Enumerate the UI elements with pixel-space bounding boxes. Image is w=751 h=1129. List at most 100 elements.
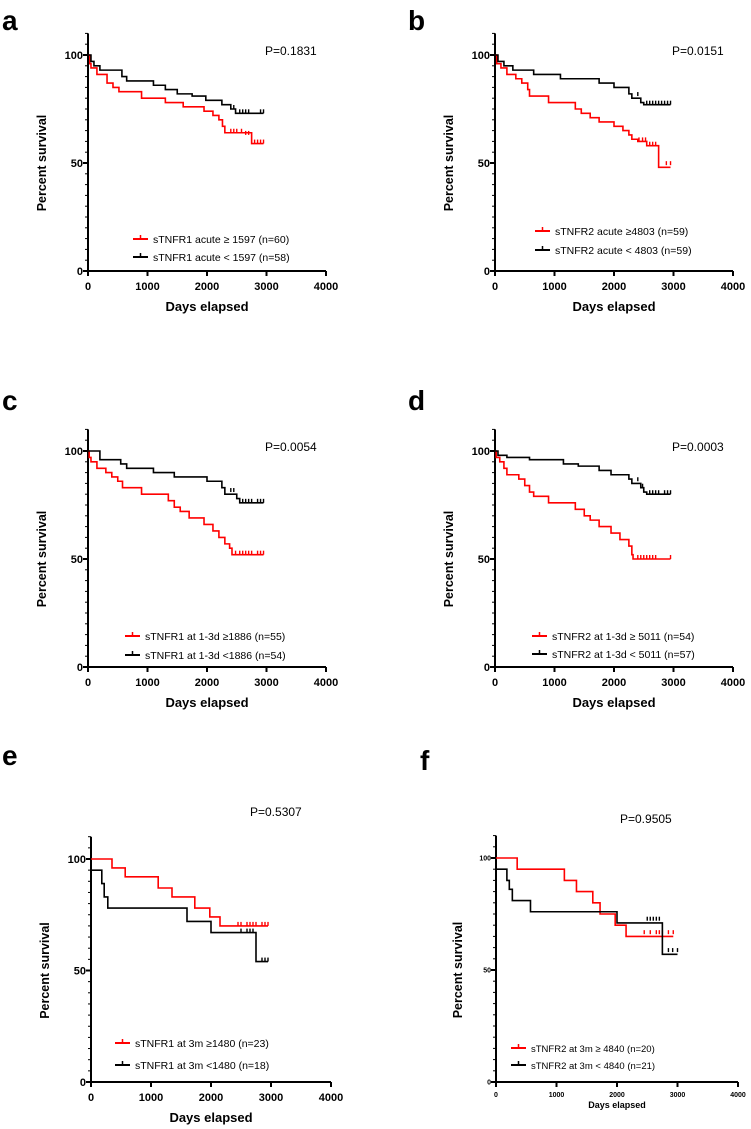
x-tick-label: 0	[85, 281, 91, 293]
x-tick-label: 2000	[609, 1092, 625, 1099]
survival-curve-high	[91, 858, 268, 927]
y-tick-label: 50	[71, 554, 83, 566]
x-tick-label: 4000	[314, 281, 338, 293]
x-tick-label: 1000	[549, 1092, 565, 1099]
x-axis-label: Days elapsed	[572, 299, 655, 314]
x-tick-label: 2000	[602, 677, 626, 689]
y-tick-label: 0	[487, 1080, 491, 1087]
x-tick-label: 1000	[135, 677, 159, 689]
panel-letter: c	[2, 385, 18, 416]
y-axis-label: Percent survival	[38, 922, 52, 1019]
x-tick-label: 4000	[730, 1092, 746, 1099]
legend-label: sTNFR2 at 3m ≥ 4840 (n=20)	[531, 1044, 655, 1055]
x-tick-label: 1000	[542, 677, 566, 689]
y-tick-label: 100	[68, 854, 86, 866]
survival-curve-low	[88, 450, 264, 504]
y-tick-label: 50	[74, 965, 86, 977]
y-tick-label: 100	[472, 446, 490, 458]
legend-label: sTNFR2 at 1-3d < 5011 (n=57)	[552, 649, 695, 661]
x-axis-label: Days elapsed	[165, 695, 248, 710]
x-tick-label: 3000	[670, 1092, 686, 1099]
x-tick-label: 2000	[195, 281, 219, 293]
x-tick-label: 2000	[195, 677, 219, 689]
legend-label: sTNFR2 acute ≥4803 (n=59)	[555, 226, 688, 238]
x-tick-label: 0	[88, 1092, 94, 1104]
y-tick-label: 50	[478, 158, 490, 170]
y-axis-label: Percent survival	[442, 115, 456, 212]
y-tick-label: 100	[65, 446, 83, 458]
x-tick-label: 1000	[135, 281, 159, 293]
survival-curve-low	[91, 869, 268, 963]
panel-letter: a	[2, 5, 18, 36]
x-tick-label: 4000	[314, 677, 338, 689]
survival-curve-high	[496, 857, 674, 938]
p-value: P=0.5307	[250, 805, 302, 819]
survival-curve-high	[88, 450, 264, 556]
p-value: P=0.0003	[672, 440, 724, 454]
x-tick-label: 3000	[259, 1092, 283, 1104]
legend-label: sTNFR2 acute < 4803 (n=59)	[555, 245, 692, 257]
y-tick-label: 50	[483, 968, 491, 975]
x-tick-label: 0	[494, 1092, 498, 1099]
x-axis-label: Days elapsed	[588, 1100, 646, 1110]
panel-letter: e	[2, 740, 18, 771]
x-tick-label: 2000	[602, 281, 626, 293]
x-tick-label: 3000	[661, 281, 685, 293]
x-tick-label: 1000	[542, 281, 566, 293]
p-value: P=0.1831	[265, 44, 317, 58]
y-axis-label: Percent survival	[35, 115, 49, 212]
x-tick-label: 3000	[254, 281, 278, 293]
x-tick-label: 4000	[319, 1092, 343, 1104]
p-value: P=0.9505	[620, 812, 672, 826]
survival-curve-low	[88, 54, 264, 115]
x-tick-label: 4000	[721, 677, 745, 689]
legend-label: sTNFR1 at 3m ≥1480 (n=23)	[135, 1038, 269, 1050]
x-axis-label: Days elapsed	[165, 299, 248, 314]
y-tick-label: 0	[77, 662, 83, 674]
x-tick-label: 3000	[254, 677, 278, 689]
y-axis-label: Percent survival	[442, 511, 456, 608]
p-value: P=0.0151	[672, 44, 724, 58]
y-tick-label: 0	[484, 266, 490, 278]
y-tick-label: 0	[77, 266, 83, 278]
y-axis-label: Percent survival	[451, 922, 465, 1019]
y-tick-label: 0	[484, 662, 490, 674]
x-tick-label: 0	[85, 677, 91, 689]
legend-label: sTNFR1 at 1-3d <1886 (n=54)	[145, 650, 286, 662]
legend-label: sTNFR1 acute < 1597 (n=58)	[153, 252, 290, 264]
legend-label: sTNFR1 at 3m <1480 (n=18)	[135, 1060, 269, 1072]
x-tick-label: 2000	[199, 1092, 223, 1104]
legend-label: sTNFR1 acute ≥ 1597 (n=60)	[153, 234, 289, 246]
x-tick-label: 1000	[139, 1092, 163, 1104]
legend-label: sTNFR1 at 1-3d ≥1886 (n=55)	[145, 631, 285, 643]
x-axis-label: Days elapsed	[572, 695, 655, 710]
panel-letter: d	[408, 385, 425, 416]
y-axis-label: Percent survival	[35, 511, 49, 608]
legend-label: sTNFR2 at 3m < 4840 (n=21)	[531, 1061, 655, 1072]
y-tick-label: 100	[65, 50, 83, 62]
survival-curve-high	[88, 54, 264, 145]
x-tick-label: 3000	[661, 677, 685, 689]
x-tick-label: 0	[492, 677, 498, 689]
y-tick-label: 0	[80, 1077, 86, 1089]
p-value: P=0.0054	[265, 440, 317, 454]
x-axis-label: Days elapsed	[169, 1110, 252, 1125]
survival-curve-high	[495, 54, 671, 169]
survival-curve-low	[495, 54, 671, 106]
survival-curve-low	[496, 868, 678, 956]
y-tick-label: 100	[472, 50, 490, 62]
x-tick-label: 0	[492, 281, 498, 293]
y-tick-label: 50	[478, 554, 490, 566]
x-tick-label: 4000	[721, 281, 745, 293]
panel-letter: b	[408, 5, 425, 36]
survival-curve-low	[495, 450, 671, 495]
y-tick-label: 100	[479, 856, 491, 863]
y-tick-label: 50	[71, 158, 83, 170]
